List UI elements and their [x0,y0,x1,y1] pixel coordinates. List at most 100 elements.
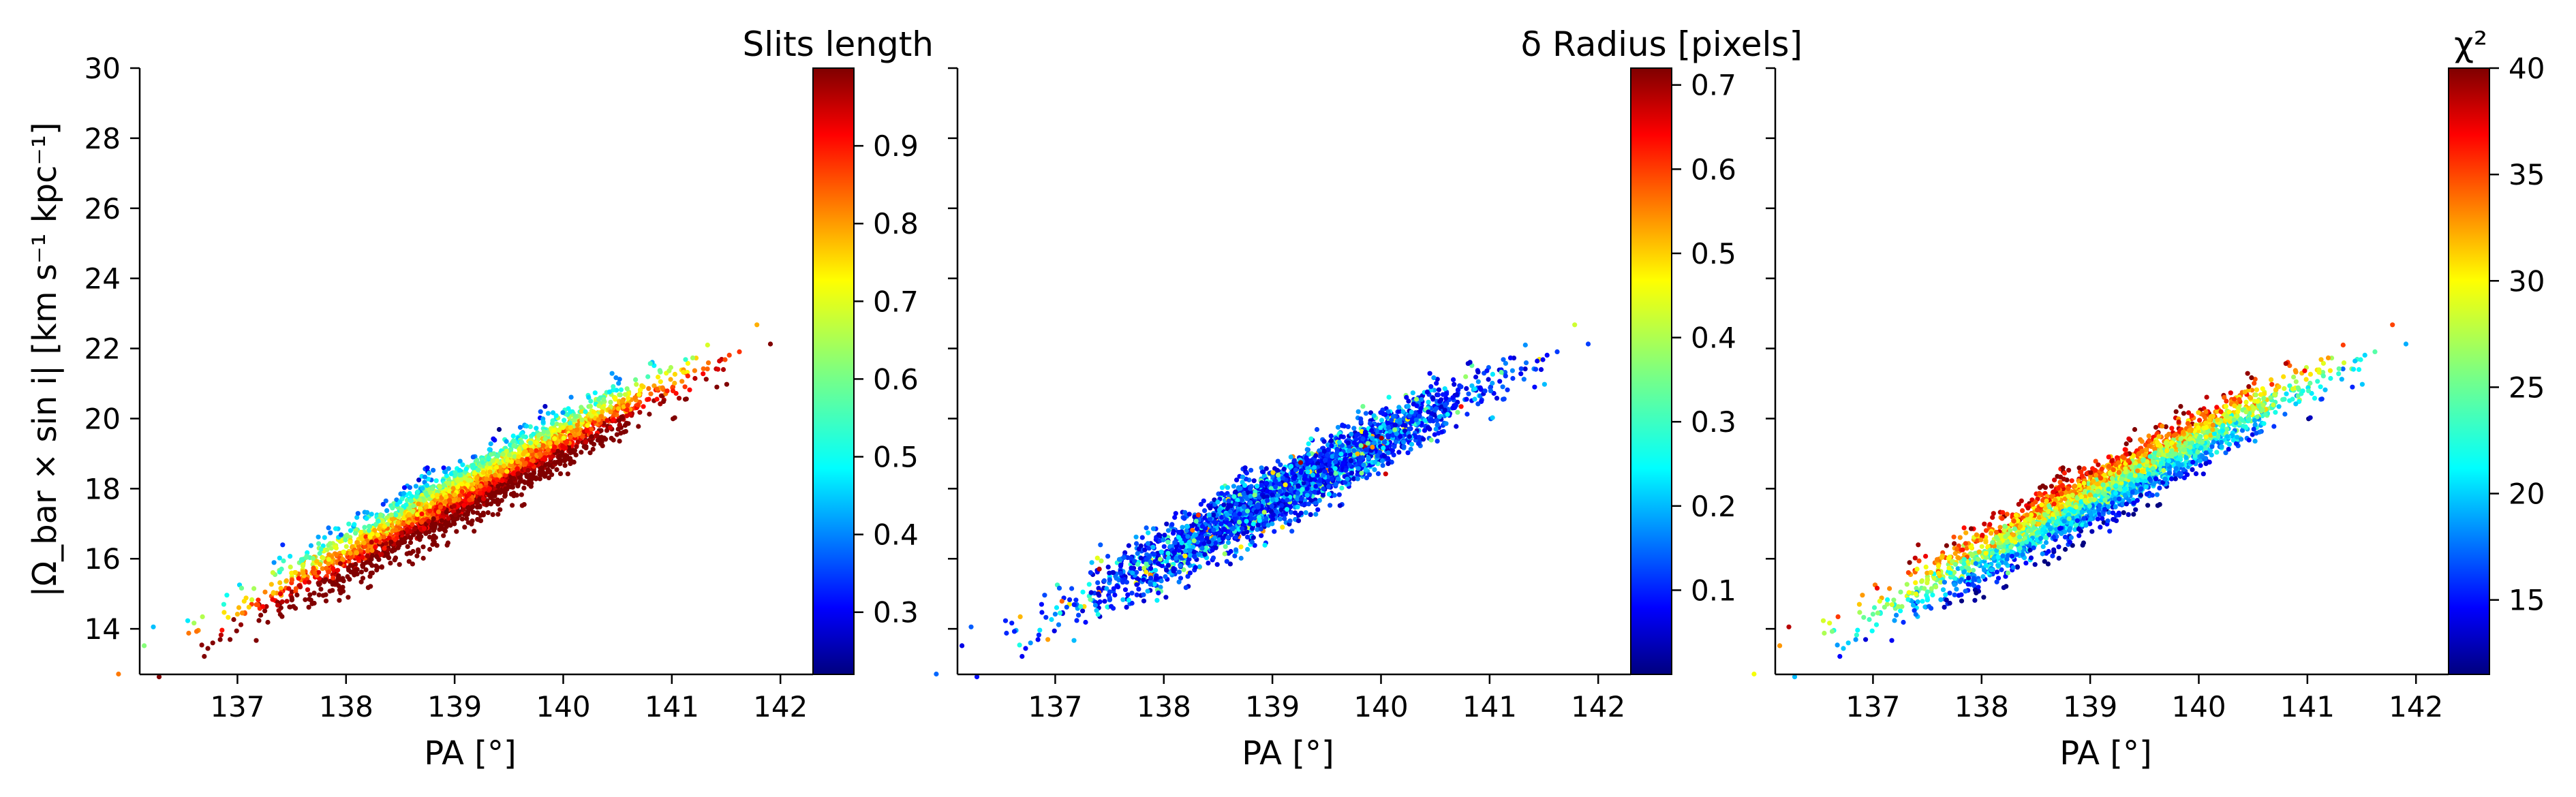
scatter-point [367,574,373,579]
scatter-point [1434,381,1439,386]
scatter-point [288,564,293,570]
scatter-point [1161,544,1167,549]
scatter-point [393,512,399,518]
scatter-point [603,437,609,442]
scatter-point [346,595,351,600]
scatter-point [219,627,225,633]
scatter-point [1088,597,1093,602]
scatter-point [564,439,570,445]
y-tick-label: 20 [85,402,121,435]
scatter-point [552,436,557,441]
scatter-point [585,423,590,428]
scatter-point [194,629,200,634]
scatter-point [737,349,742,355]
scatter-point [601,396,607,403]
scatter-point [1455,409,1460,415]
scatter-point [574,422,580,428]
scatter-point [388,540,394,545]
scatter-point [348,563,353,568]
scatter-point [1490,380,1495,386]
scatter-point [408,540,414,546]
scatter-point [484,476,489,482]
scatter-point [279,566,284,572]
scatter-point [343,544,349,549]
scatter-point [420,486,425,491]
scatter-point [311,591,317,596]
scatter-point [547,441,553,446]
scatter-point [1464,386,1469,392]
scatter-point [403,502,409,507]
scatter-point [465,482,470,488]
scatter-point [142,643,147,648]
scatter-point [562,463,568,468]
scatter-point [228,637,233,642]
scatter-point [1484,368,1490,373]
scatter-point [427,534,433,540]
scatter-point [433,535,438,540]
scatter-point [565,471,570,477]
scatter-point [346,521,352,527]
scatter-point [327,589,333,594]
scatter-point [536,433,542,438]
scatter-point [701,371,706,377]
scatter-point [521,434,526,439]
scatter-point [459,516,465,522]
scatter-point [600,409,605,415]
scatter-point [410,561,416,567]
y-tick-label: 18 [85,472,121,505]
scatter-point [641,384,646,390]
scatter-point [502,463,507,469]
scatter-point [365,548,371,554]
scatter-point [608,399,613,405]
scatter-point [477,490,483,496]
scatter-point [202,654,207,659]
scatter-point [443,494,449,500]
scatter-point [416,478,422,483]
scatter-point [527,440,534,446]
scatter-point [470,486,476,492]
scatter-point [356,555,361,561]
scatter-point [521,485,527,491]
colorbar-tick-label: 0.8 [873,207,919,240]
scatter-point [487,469,493,475]
scatter-point [1067,597,1073,603]
scatter-point [1424,389,1430,395]
scatter-point [427,546,433,552]
scatter-point [679,379,685,384]
scatter-point [1386,394,1392,400]
scatter-point [457,458,463,464]
scatter-point [412,526,418,532]
scatter-point [525,467,531,473]
scatter-point [1372,467,1377,473]
scatter-point [1126,543,1131,548]
scatter-point [390,505,395,511]
colorbar-tick-label: 0.5 [873,441,919,474]
scatter-point [683,357,688,362]
scatter-point [1136,546,1141,552]
scatter-point [467,497,472,503]
scatter-point [1011,629,1017,634]
scatter-point [1306,441,1311,447]
scatter-point [705,342,710,348]
scatter-point [365,510,370,515]
scatter-point [705,360,711,366]
scatter-point [1122,587,1129,593]
scatter-point [1043,614,1049,620]
scatter-point [186,630,191,636]
scatter-point [537,476,542,482]
scatter-point [378,512,384,518]
scatter-point [306,604,311,610]
scatter-point [312,570,318,576]
scatter-point [1259,533,1264,538]
scatter-point [344,533,350,538]
scatter-point [960,643,965,648]
scatter-point [326,569,331,575]
scatter-point [269,582,274,587]
scatter-point [564,453,570,458]
scatter-point [1187,570,1193,576]
scatter-point [604,428,610,433]
scatter-point [318,546,324,552]
scatter-point [538,466,543,471]
scatter-point [497,507,503,512]
scatter-point [1379,418,1385,423]
